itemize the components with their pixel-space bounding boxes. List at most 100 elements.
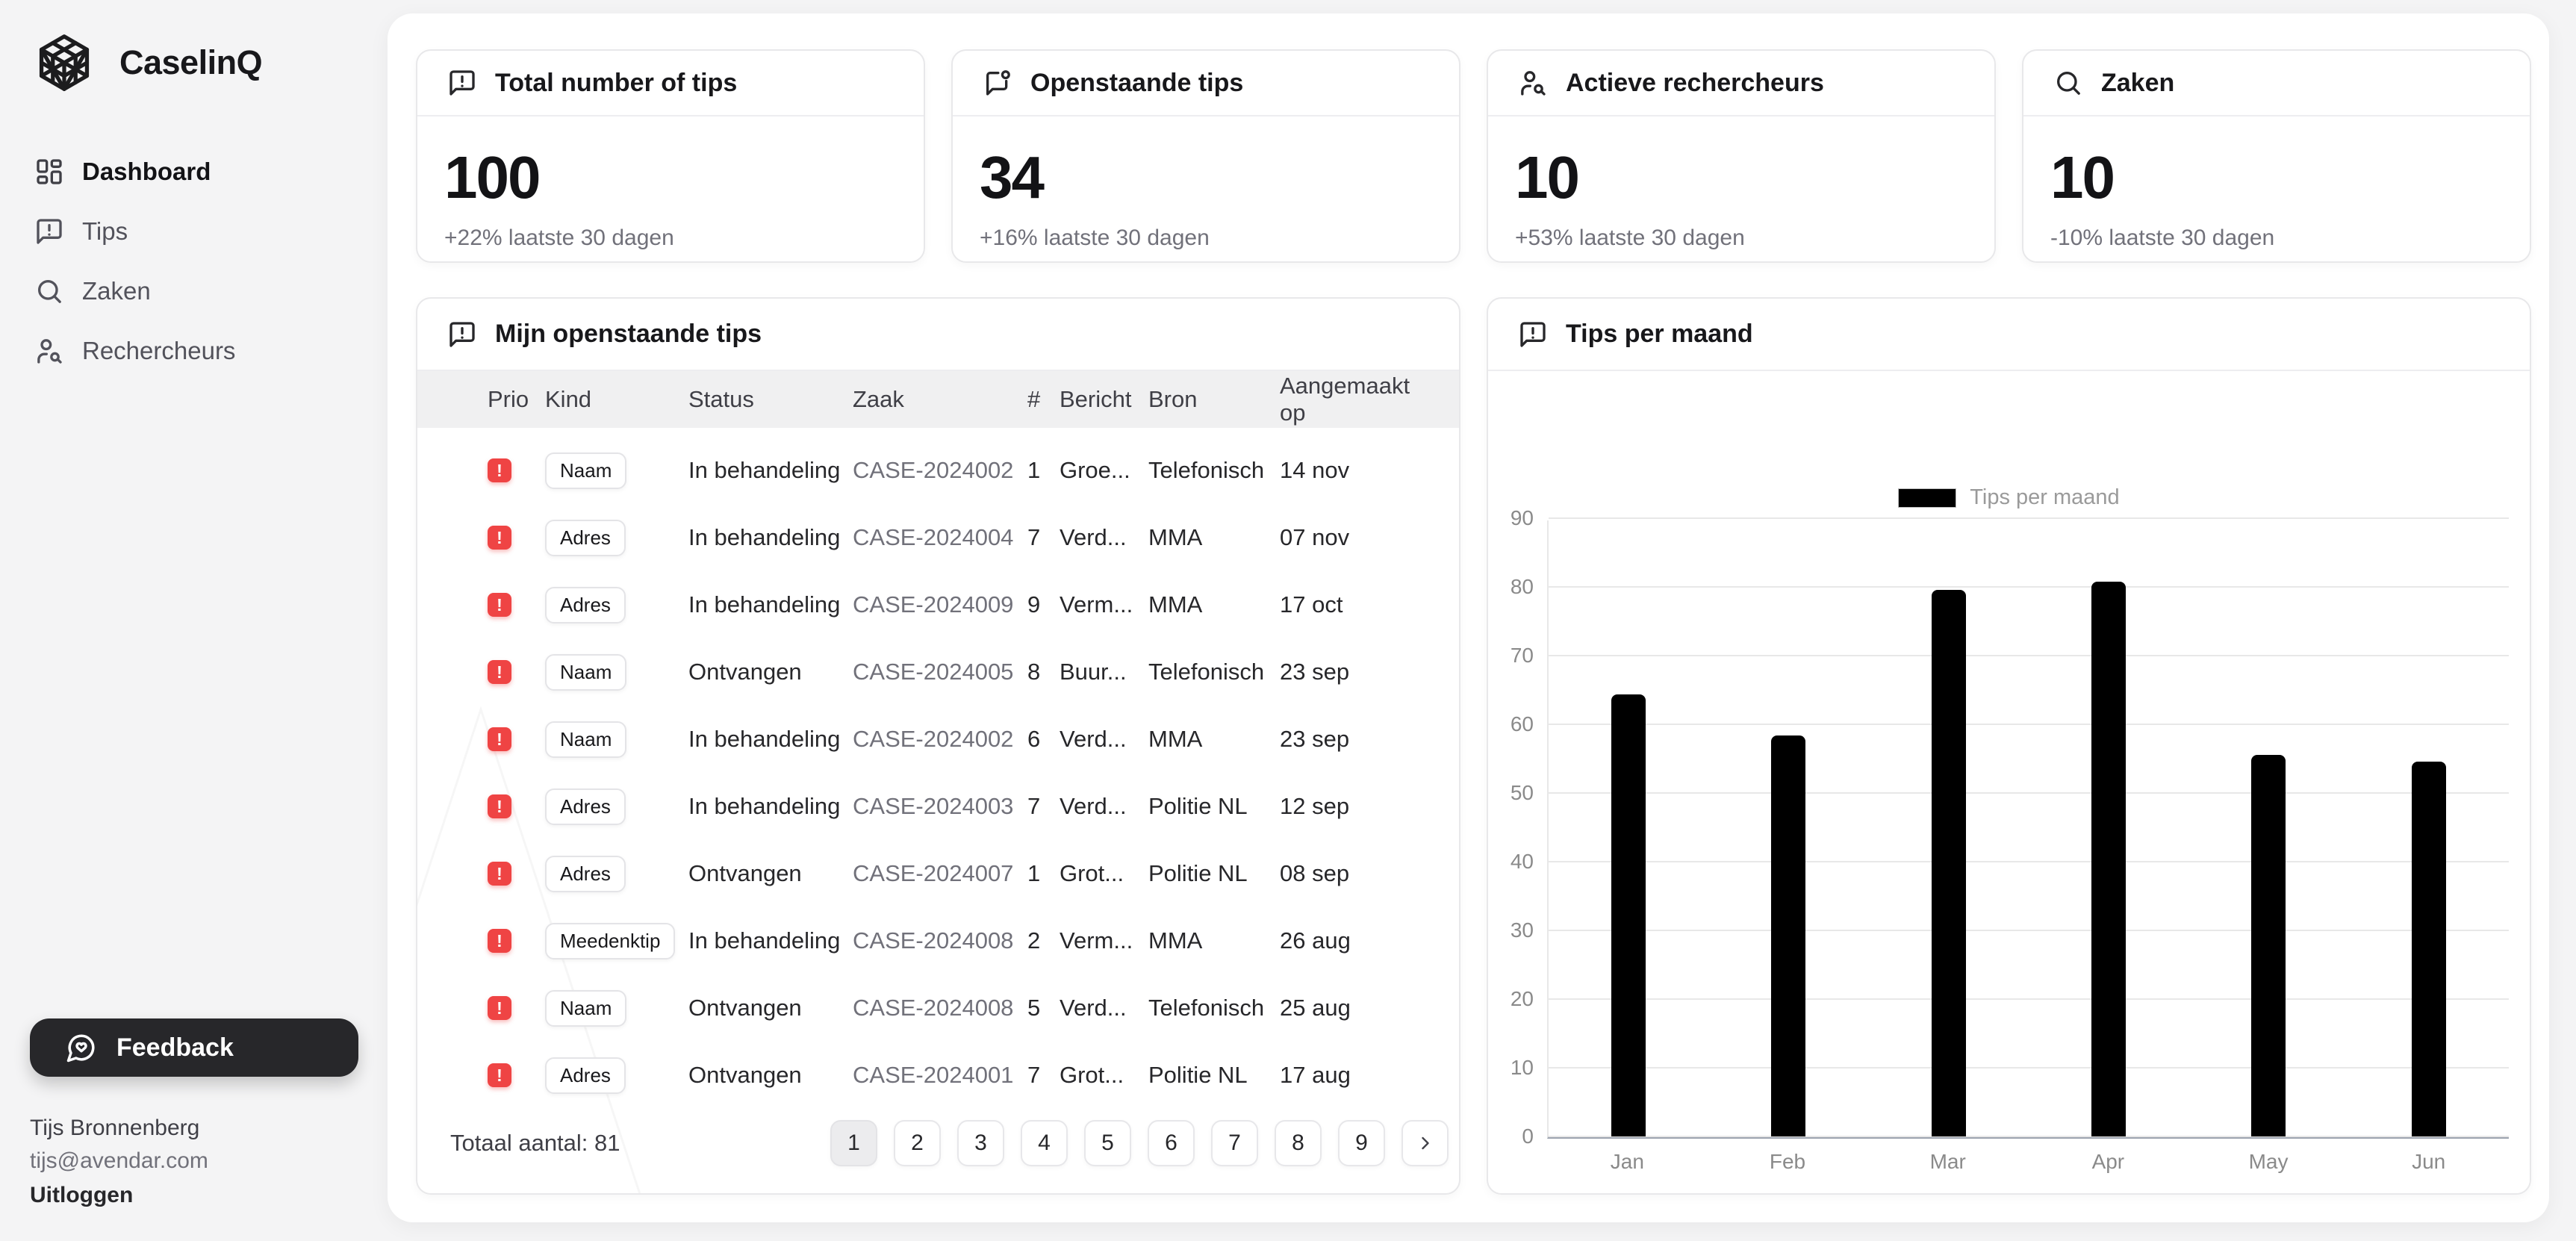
- page-button[interactable]: 6: [1148, 1120, 1195, 1166]
- x-label-jun: Jun: [2412, 1150, 2446, 1173]
- cell-bericht: Groe...: [1060, 457, 1130, 483]
- chart-card-title: Tips per maand: [1566, 320, 1753, 348]
- cell-status: In behandeling: [688, 726, 841, 752]
- bar-jan: [1611, 694, 1646, 1136]
- open-tips-card-title: Mijn openstaande tips: [495, 320, 762, 348]
- table-row[interactable]: ! Adres Ontvangen CASE-2024001 7 Grot...…: [417, 1042, 1459, 1109]
- kind-chip: Adres: [545, 519, 626, 556]
- page-button[interactable]: 5: [1084, 1120, 1131, 1166]
- cell-bron: Politie NL: [1148, 860, 1248, 886]
- stat-card-title: Zaken: [2101, 68, 2175, 97]
- gridline-70: 70: [1511, 644, 2509, 667]
- gridline-0: 0: [1522, 1125, 2509, 1148]
- table-row[interactable]: ! Naam Ontvangen CASE-2024008 5 Verd... …: [417, 974, 1459, 1042]
- table-row[interactable]: ! Adres In behandeling CASE-2024004 7 Ve…: [417, 504, 1459, 571]
- stat-delta: -10% laatste 30 dagen: [2050, 226, 2275, 250]
- kind-chip: Adres: [545, 788, 626, 825]
- stat-card-header: Openstaande tips: [953, 51, 1459, 116]
- cell-prio: !: [488, 1063, 545, 1087]
- x-label-jan: Jan: [1610, 1150, 1644, 1173]
- kind-chip: Meedenktip: [545, 922, 676, 959]
- stat-delta: +16% laatste 30 dagen: [980, 226, 1210, 250]
- kind-chip: Naam: [545, 989, 627, 1027]
- table-row[interactable]: ! Meedenktip In behandeling CASE-2024008…: [417, 907, 1459, 974]
- cell-num: 7: [1027, 524, 1041, 550]
- cell-zaak: CASE-2024002: [853, 457, 1014, 483]
- sidebar-item-zaken[interactable]: Zaken: [0, 261, 388, 321]
- cell-zaak: CASE-2024001: [853, 1062, 1014, 1088]
- cell-date: 17 aug: [1280, 1062, 1351, 1088]
- sidebar-item-dashboard[interactable]: Dashboard: [0, 142, 388, 202]
- logo-icon: [28, 30, 100, 96]
- cell-date: 23 sep: [1280, 726, 1350, 752]
- page-button[interactable]: 4: [1021, 1120, 1068, 1166]
- col-kind: Kind: [545, 386, 592, 412]
- cell-bron: MMA: [1148, 927, 1203, 954]
- cell-zaak: CASE-2024005: [853, 659, 1014, 685]
- bar-apr: [2091, 581, 2127, 1136]
- user-email: tijs@avendar.com: [30, 1148, 208, 1173]
- col-num: #: [1027, 386, 1041, 412]
- kind-chip: Adres: [545, 586, 626, 623]
- user-search-icon: [1518, 68, 1548, 98]
- table-row[interactable]: ! Naam In behandeling CASE-2024002 1 Gro…: [417, 437, 1459, 504]
- cell-date: 08 sep: [1280, 860, 1350, 886]
- cell-kind: Naam: [545, 721, 688, 758]
- cell-bron: MMA: [1148, 524, 1203, 550]
- x-label-apr: Apr: [2091, 1150, 2125, 1173]
- kind-chip: Naam: [545, 721, 627, 758]
- col-date: Aangemaakt op: [1280, 373, 1410, 426]
- cell-date: 12 sep: [1280, 793, 1350, 819]
- next-page-button[interactable]: [1401, 1120, 1449, 1166]
- table-header-row: Prio Kind Status Zaak # Bericht Bron Aan…: [417, 371, 1459, 428]
- y-tick-0: 0: [1522, 1125, 1534, 1148]
- stat-card-header: Zaken: [2023, 51, 2530, 116]
- page-button[interactable]: 2: [894, 1120, 941, 1166]
- cell-bron: Telefonisch: [1148, 995, 1265, 1021]
- stat-card-zaken: Zaken 10 -10% laatste 30 dagen: [2022, 49, 2531, 263]
- page-button[interactable]: 8: [1275, 1120, 1322, 1166]
- kind-chip: Adres: [545, 1057, 626, 1094]
- cell-bericht: Grot...: [1060, 860, 1124, 886]
- page-button[interactable]: 7: [1211, 1120, 1258, 1166]
- stat-card-total-number-of-tips: Total number of tips 100 +22% laatste 30…: [416, 49, 925, 263]
- stat-delta: +53% laatste 30 dagen: [1515, 226, 1745, 250]
- sidebar-nav: Dashboard Tips Zaken Rechercheurs: [0, 142, 388, 381]
- x-label-feb: Feb: [1769, 1150, 1806, 1173]
- table-row[interactable]: ! Naam Ontvangen CASE-2024005 8 Buur... …: [417, 638, 1459, 706]
- table-row[interactable]: ! Adres In behandeling CASE-2024009 9 Ve…: [417, 571, 1459, 638]
- page-button[interactable]: 9: [1338, 1120, 1385, 1166]
- kind-chip: Naam: [545, 452, 627, 489]
- tips-icon: [1518, 320, 1548, 349]
- cell-prio: !: [488, 593, 545, 617]
- stat-card-openstaande-tips: Openstaande tips 34 +16% laatste 30 dage…: [951, 49, 1460, 263]
- cell-zaak: CASE-2024003: [853, 793, 1014, 819]
- cell-bericht: Verd...: [1060, 524, 1127, 550]
- dashboard-icon: [34, 157, 64, 187]
- priority-badge: !: [488, 794, 511, 818]
- sidebar-item-rechercheurs[interactable]: Rechercheurs: [0, 321, 388, 381]
- chart-card-header: Tips per maand: [1488, 299, 2530, 371]
- cell-prio: !: [488, 660, 545, 684]
- page-button[interactable]: 1: [830, 1120, 877, 1166]
- stat-value: 10: [2050, 144, 2115, 211]
- cell-date: 07 nov: [1280, 524, 1350, 550]
- page-button[interactable]: 3: [957, 1120, 1004, 1166]
- chart-x-labels: Jan Feb Mar Apr May Jun: [1547, 1150, 2509, 1174]
- cell-bericht: Verm...: [1060, 591, 1133, 618]
- feedback-button[interactable]: Feedback: [30, 1018, 358, 1077]
- gridline-10: 10: [1511, 1056, 2509, 1079]
- cell-num: 7: [1027, 793, 1041, 819]
- cell-num: 2: [1027, 927, 1041, 954]
- table-row[interactable]: ! Naam In behandeling CASE-2024002 6 Ver…: [417, 706, 1459, 773]
- cell-kind: Adres: [545, 1057, 688, 1094]
- table-row[interactable]: ! Adres Ontvangen CASE-2024007 1 Grot...…: [417, 840, 1459, 907]
- sidebar-item-tips[interactable]: Tips: [0, 202, 388, 261]
- cell-date: 14 nov: [1280, 457, 1350, 483]
- cell-zaak: CASE-2024002: [853, 726, 1014, 752]
- logout-link[interactable]: Uitloggen: [30, 1183, 134, 1207]
- cell-prio: !: [488, 794, 545, 818]
- table-row[interactable]: ! Adres In behandeling CASE-2024003 7 Ve…: [417, 773, 1459, 840]
- cell-kind: Naam: [545, 989, 688, 1027]
- cell-prio: !: [488, 526, 545, 550]
